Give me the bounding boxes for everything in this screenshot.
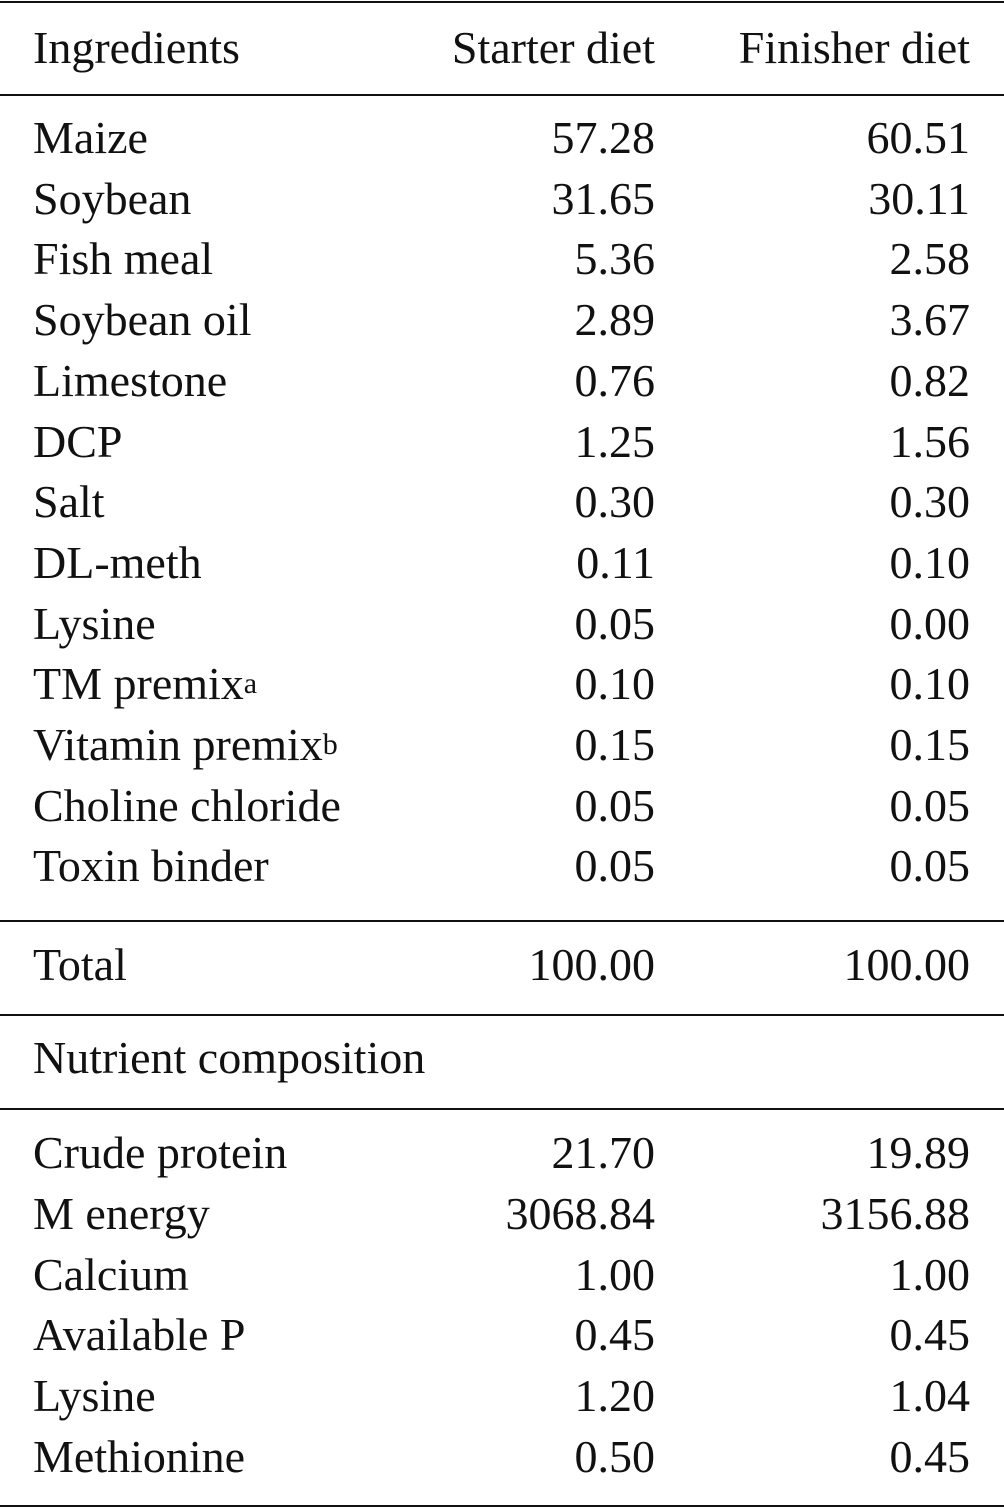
starter-value: 1.00 [574,1248,656,1300]
rule [0,1108,1004,1110]
starter-value: 5.36 [574,233,656,285]
finisher-value: 60.51 [866,112,971,163]
finisher-value: 1.56 [889,415,971,467]
label-text: Maize [33,112,148,163]
starter-value: 0.15 [574,719,656,770]
starter-value: 1.20 [574,1370,656,1422]
rule [0,1,1004,3]
starter-value: 1.25 [574,415,656,467]
finisher-value: 2.58 [889,233,971,285]
starter-value: 21.70 [551,1127,656,1178]
row-label: M energy [33,1184,210,1244]
row-label: Lysine [33,594,156,654]
column-header: Starter diet [451,22,655,73]
footnote-marker: b [322,728,338,761]
starter-value: 2.89 [574,294,656,346]
starter-value: 0.45 [574,1309,656,1361]
label-text: Calcium [33,1248,189,1300]
rule [0,94,1004,96]
label-text: M energy [33,1187,210,1239]
label-text: DCP [33,415,123,467]
finisher-value: 0.45 [889,1431,971,1482]
starter-value: 100.00 [528,939,656,990]
finisher-value: 100.00 [843,939,971,990]
column-header: Ingredients [33,22,240,73]
finisher-value: 0.45 [889,1309,971,1361]
label-text: Limestone [33,354,228,406]
label-text: Lysine [33,597,156,649]
starter-value: 57.28 [551,112,656,163]
row-label: Limestone [33,351,227,411]
label-text: Salt [33,476,105,528]
finisher-value: 3.67 [889,294,971,346]
label-text: TM premix [33,658,244,710]
label-text: Crude protein [33,1127,288,1178]
row-label: Maize [33,108,148,168]
label-text: Vitamin premix [33,719,323,770]
row-label: Soybean oil [33,290,251,350]
label-text: Methionine [33,1431,246,1482]
label-text: Fish meal [33,233,214,285]
row-label: DL-meth [33,533,202,593]
label-text: Soybean oil [33,294,252,346]
finisher-value: 1.04 [889,1370,971,1422]
footnote-marker: a [243,667,258,701]
rule [0,920,1004,922]
label-text: DL-meth [33,536,202,588]
starter-value: 0.05 [574,779,656,831]
row-label: DCP [33,412,122,472]
starter-value: 0.10 [574,658,656,710]
label-text: Available P [33,1309,246,1361]
row-label: Salt [33,472,105,532]
label-text: Total [33,939,127,990]
starter-value: 0.05 [574,597,656,649]
starter-value: 3068.84 [505,1187,656,1239]
finisher-value: 0.10 [889,536,971,588]
finisher-value: 19.89 [866,1127,971,1178]
starter-value: 31.65 [551,172,656,224]
label-text: Choline chloride [33,779,341,831]
finisher-value: 30.11 [868,172,970,224]
row-label: Vitamin premixb [33,715,338,775]
finisher-value: 3156.88 [820,1187,971,1239]
rule [0,1014,1004,1016]
section-title: Nutrient composition [33,1032,426,1083]
row-label: Available P [33,1305,245,1365]
starter-value: 0.30 [574,476,656,528]
label-text: Soybean [33,172,192,224]
label-text: Toxin binder [33,840,269,892]
finisher-value: 0.00 [889,597,971,649]
row-label: TM premixa [33,654,257,714]
starter-value: 0.50 [574,1431,656,1482]
rule [0,1505,1004,1507]
row-label: Total [33,935,127,995]
finisher-value: 0.05 [889,840,971,892]
starter-value: 0.05 [574,840,656,892]
starter-value: 0.76 [574,354,656,406]
finisher-value: 0.82 [889,354,971,406]
row-label: Crude protein [33,1123,287,1183]
finisher-value: 0.15 [889,719,971,770]
row-label: Methionine [33,1427,245,1487]
finisher-value: 0.30 [889,476,971,528]
label-text: Lysine [33,1370,156,1422]
finisher-value: 0.10 [889,658,971,710]
row-label: Calcium [33,1245,189,1305]
column-header: Finisher diet [738,22,970,73]
row-label: Soybean [33,169,191,229]
starter-value: 0.11 [576,536,655,588]
row-label: Lysine [33,1366,156,1426]
row-label: Toxin binder [33,836,269,896]
row-label: Choline chloride [33,776,341,836]
finisher-value: 1.00 [889,1248,971,1300]
finisher-value: 0.05 [889,779,971,831]
row-label: Fish meal [33,229,213,289]
